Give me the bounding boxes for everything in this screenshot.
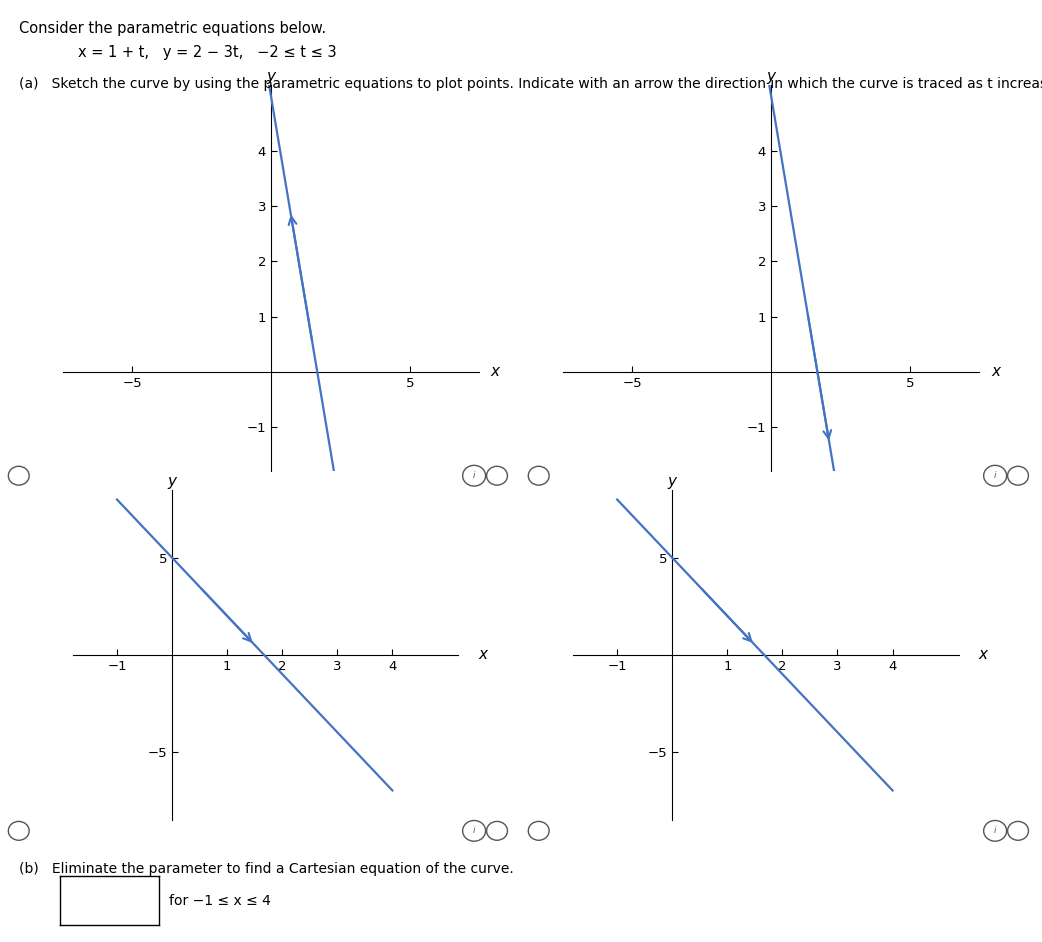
- Text: i: i: [473, 471, 475, 480]
- Text: x: x: [478, 647, 487, 662]
- Text: x: x: [978, 647, 987, 662]
- Text: (a)   Sketch the curve by using the parametric equations to plot points. Indicat: (a) Sketch the curve by using the parame…: [19, 77, 1042, 91]
- Text: y: y: [767, 69, 775, 84]
- Text: i: i: [994, 826, 996, 836]
- Text: Consider the parametric equations below.: Consider the parametric equations below.: [19, 21, 326, 36]
- Text: (b)   Eliminate the parameter to find a Cartesian equation of the curve.: (b) Eliminate the parameter to find a Ca…: [19, 862, 514, 876]
- Text: for −1 ≤ x ≤ 4: for −1 ≤ x ≤ 4: [169, 894, 271, 907]
- Text: i: i: [473, 826, 475, 836]
- Text: x = 1 + t,   y = 2 − 3t,   −2 ≤ t ≤ 3: x = 1 + t, y = 2 − 3t, −2 ≤ t ≤ 3: [78, 45, 337, 60]
- Text: y: y: [168, 474, 176, 489]
- Text: y: y: [267, 69, 275, 84]
- Text: x: x: [491, 365, 500, 380]
- Text: x: x: [991, 365, 1000, 380]
- Text: i: i: [994, 471, 996, 480]
- Text: y: y: [668, 474, 676, 489]
